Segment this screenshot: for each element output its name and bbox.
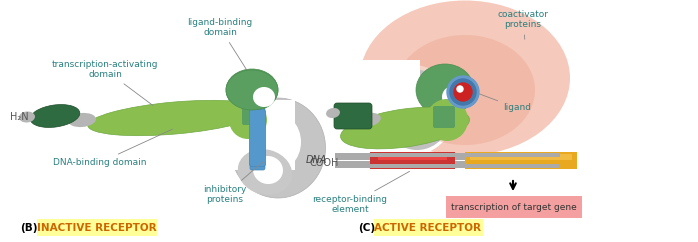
FancyBboxPatch shape <box>244 103 263 125</box>
Text: transcription of target gene: transcription of target gene <box>451 203 577 212</box>
Text: inhibitory
proteins: inhibitory proteins <box>203 162 263 204</box>
Ellipse shape <box>446 85 472 109</box>
Text: (B): (B) <box>20 223 38 233</box>
Ellipse shape <box>442 86 464 108</box>
FancyBboxPatch shape <box>220 100 295 170</box>
Ellipse shape <box>360 0 570 156</box>
Ellipse shape <box>243 111 301 173</box>
FancyBboxPatch shape <box>446 196 582 218</box>
Ellipse shape <box>417 67 461 113</box>
Ellipse shape <box>394 81 440 133</box>
Ellipse shape <box>226 69 278 111</box>
Ellipse shape <box>341 107 470 149</box>
Ellipse shape <box>395 35 535 145</box>
Ellipse shape <box>238 149 292 195</box>
Text: ligand: ligand <box>480 94 531 113</box>
Ellipse shape <box>226 70 278 110</box>
Circle shape <box>454 83 472 101</box>
FancyBboxPatch shape <box>378 154 447 160</box>
FancyBboxPatch shape <box>335 153 560 160</box>
Ellipse shape <box>229 101 267 139</box>
Text: H₂N: H₂N <box>10 112 29 122</box>
Ellipse shape <box>416 64 474 116</box>
Text: INACTIVE RECEPTOR: INACTIVE RECEPTOR <box>37 223 157 233</box>
FancyBboxPatch shape <box>465 152 577 169</box>
Circle shape <box>450 79 476 105</box>
Ellipse shape <box>68 113 96 127</box>
Text: DNA-binding domain: DNA-binding domain <box>53 129 172 167</box>
Ellipse shape <box>353 113 381 127</box>
Ellipse shape <box>253 87 275 107</box>
FancyBboxPatch shape <box>374 219 483 236</box>
FancyBboxPatch shape <box>335 161 560 168</box>
Text: (C): (C) <box>358 223 375 233</box>
Text: receptor-binding
element: receptor-binding element <box>313 171 410 214</box>
Ellipse shape <box>370 69 450 154</box>
Ellipse shape <box>371 65 456 155</box>
FancyBboxPatch shape <box>470 154 572 160</box>
Circle shape <box>457 86 463 92</box>
FancyBboxPatch shape <box>334 103 372 129</box>
FancyBboxPatch shape <box>335 164 560 168</box>
Ellipse shape <box>326 108 340 118</box>
Ellipse shape <box>230 98 325 198</box>
FancyBboxPatch shape <box>433 106 455 128</box>
Circle shape <box>447 76 479 108</box>
Text: transcription-activating
domain: transcription-activating domain <box>52 60 158 105</box>
Ellipse shape <box>381 70 453 150</box>
FancyBboxPatch shape <box>250 108 265 170</box>
FancyBboxPatch shape <box>242 105 262 125</box>
FancyBboxPatch shape <box>335 153 560 157</box>
FancyBboxPatch shape <box>350 60 420 125</box>
Ellipse shape <box>253 87 275 107</box>
Text: DNA: DNA <box>306 155 327 165</box>
Text: ligand-binding
domain: ligand-binding domain <box>187 18 253 70</box>
Text: coactivator
proteins: coactivator proteins <box>498 10 549 39</box>
Ellipse shape <box>253 156 283 184</box>
Ellipse shape <box>88 100 262 136</box>
Ellipse shape <box>426 99 468 141</box>
Text: ACTIVE RECEPTOR: ACTIVE RECEPTOR <box>375 223 482 233</box>
FancyBboxPatch shape <box>37 219 157 236</box>
Ellipse shape <box>19 112 35 122</box>
FancyBboxPatch shape <box>370 152 455 169</box>
Text: COOH: COOH <box>310 158 339 168</box>
FancyBboxPatch shape <box>249 109 265 166</box>
Ellipse shape <box>30 105 80 128</box>
